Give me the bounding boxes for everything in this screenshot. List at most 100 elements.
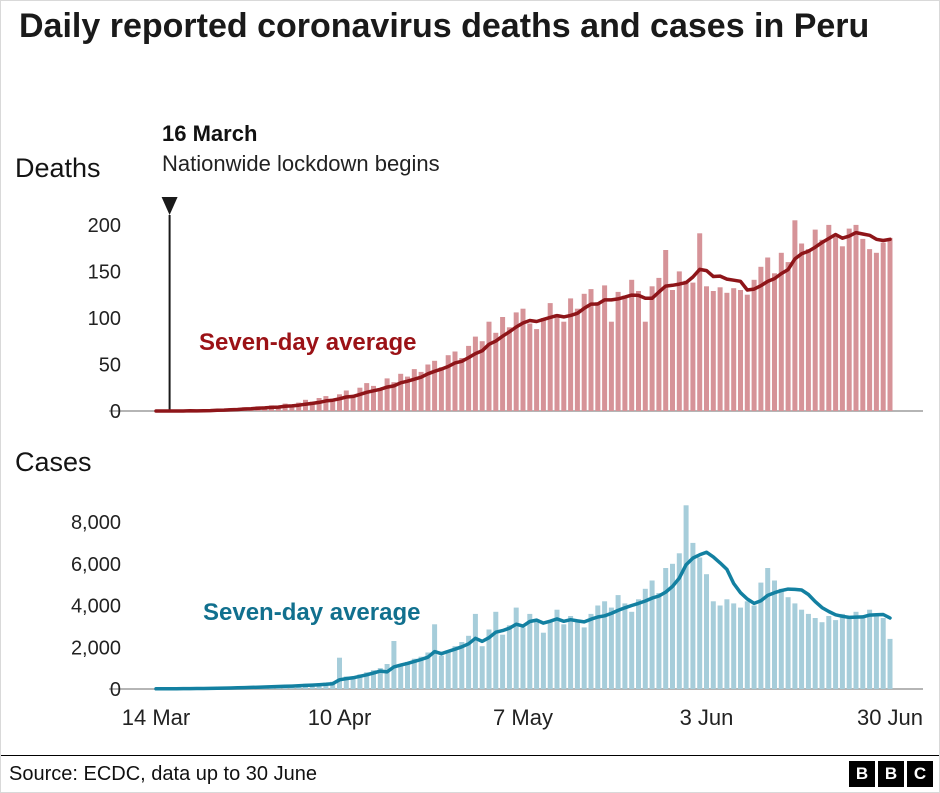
cases-bar <box>887 638 893 689</box>
deaths-bar <box>357 387 363 411</box>
deaths-bar <box>561 321 567 411</box>
cases-bar <box>581 627 587 689</box>
cases-bar <box>833 620 839 689</box>
cases-y-tick-label: 4,000 <box>71 596 121 618</box>
deaths-bar <box>887 237 893 411</box>
deaths-bar <box>337 394 342 411</box>
deaths-bar <box>445 355 451 411</box>
cases-bar <box>506 625 512 689</box>
deaths-bar <box>486 321 492 411</box>
deaths-panel-label: Deaths <box>15 153 101 183</box>
deaths-bar <box>513 312 519 411</box>
cases-average-label: Seven-day average <box>203 599 421 626</box>
cases-bar <box>853 611 859 689</box>
cases-bar <box>513 607 519 689</box>
deaths-bar <box>371 385 376 411</box>
deaths-bar <box>595 302 601 411</box>
cases-bar <box>710 601 716 689</box>
deaths-bar <box>629 279 635 411</box>
cases-bar <box>405 661 410 689</box>
deaths-bar <box>384 378 390 411</box>
cases-bar <box>724 599 730 689</box>
cases-bar <box>602 601 608 689</box>
deaths-bar <box>466 345 472 411</box>
cases-bar <box>418 656 424 689</box>
cases-bar <box>554 609 560 689</box>
deaths-bar <box>568 298 574 411</box>
cases-bar <box>466 635 472 689</box>
x-tick-labels: 14 Mar 10 Apr 7 May 3 Jun 30 Jun <box>122 705 923 730</box>
cases-bar <box>574 622 580 689</box>
deaths-bar <box>819 239 825 411</box>
cases-bar <box>391 641 397 689</box>
cases-bar <box>357 674 363 689</box>
cases-bar <box>697 557 703 689</box>
deaths-bar <box>656 277 662 411</box>
deaths-bar <box>554 314 560 411</box>
deaths-bar <box>860 238 866 411</box>
deaths-bar <box>452 351 458 411</box>
cases-bar <box>371 670 376 689</box>
cases-bar <box>670 563 675 689</box>
deaths-bar <box>792 220 798 411</box>
deaths-bar <box>670 290 675 411</box>
cases-bar <box>880 618 886 689</box>
deaths-bar <box>391 382 397 411</box>
cases-average-line <box>154 550 892 691</box>
cases-bar <box>731 603 737 689</box>
cases-bar <box>472 613 478 689</box>
cases-bar <box>445 650 451 689</box>
deaths-bar <box>405 376 410 411</box>
bbc-logo-letter: B <box>878 761 904 787</box>
deaths-bar <box>744 294 750 411</box>
chart-footer: Source: ECDC, data up to 30 June B B C <box>1 755 939 792</box>
cases-bar <box>398 666 404 689</box>
deaths-bar <box>710 291 716 411</box>
cases-bar <box>547 621 553 689</box>
cases-bar <box>860 616 866 689</box>
cases-bar <box>479 646 485 689</box>
deaths-bar <box>812 229 818 411</box>
cases-bar <box>425 652 431 689</box>
annotation-date: 16 March <box>162 121 258 146</box>
deaths-y-tick-label: 0 <box>110 401 121 423</box>
cases-bar <box>805 613 811 689</box>
deaths-bar <box>697 233 703 411</box>
deaths-bar <box>534 329 540 411</box>
cases-bar <box>452 646 458 689</box>
cases-bar <box>486 629 492 689</box>
deaths-bar <box>772 273 777 411</box>
cases-bar <box>350 678 356 689</box>
x-tick-label: 7 May <box>493 705 553 730</box>
deaths-bar <box>649 286 655 411</box>
deaths-average-label: Seven-day average <box>199 329 417 356</box>
deaths-bar <box>364 383 370 411</box>
cases-y-tick-label: 2,000 <box>71 637 121 659</box>
cases-bar <box>873 613 879 689</box>
lockdown-marker-arrow <box>161 197 178 215</box>
chart-title: Daily reported coronavirus deaths and ca… <box>19 7 870 45</box>
deaths-bar <box>826 224 832 411</box>
cases-bar <box>337 657 342 689</box>
deaths-bar <box>411 369 417 411</box>
deaths-bar <box>493 332 499 411</box>
cases-bar <box>540 632 546 689</box>
cases-y-tick-labels: 0 2,000 4,000 6,000 8,000 <box>71 512 121 701</box>
cases-bar <box>799 609 805 689</box>
cases-bar <box>432 624 438 689</box>
x-tick-label: 3 Jun <box>680 705 734 730</box>
cases-bar <box>642 588 648 689</box>
cases-bar <box>615 595 621 689</box>
deaths-bar <box>833 234 839 411</box>
deaths-bar <box>704 286 709 411</box>
deaths-bar <box>683 280 689 411</box>
cases-bar <box>629 611 635 689</box>
deaths-bar <box>540 318 546 411</box>
source-caption: Source: ECDC, data up to 30 June <box>9 762 317 785</box>
deaths-bar <box>873 252 879 411</box>
cases-bar <box>384 664 390 689</box>
deaths-bar <box>778 252 784 411</box>
deaths-bar <box>377 388 383 411</box>
bbc-logo-letter: B <box>849 761 875 787</box>
